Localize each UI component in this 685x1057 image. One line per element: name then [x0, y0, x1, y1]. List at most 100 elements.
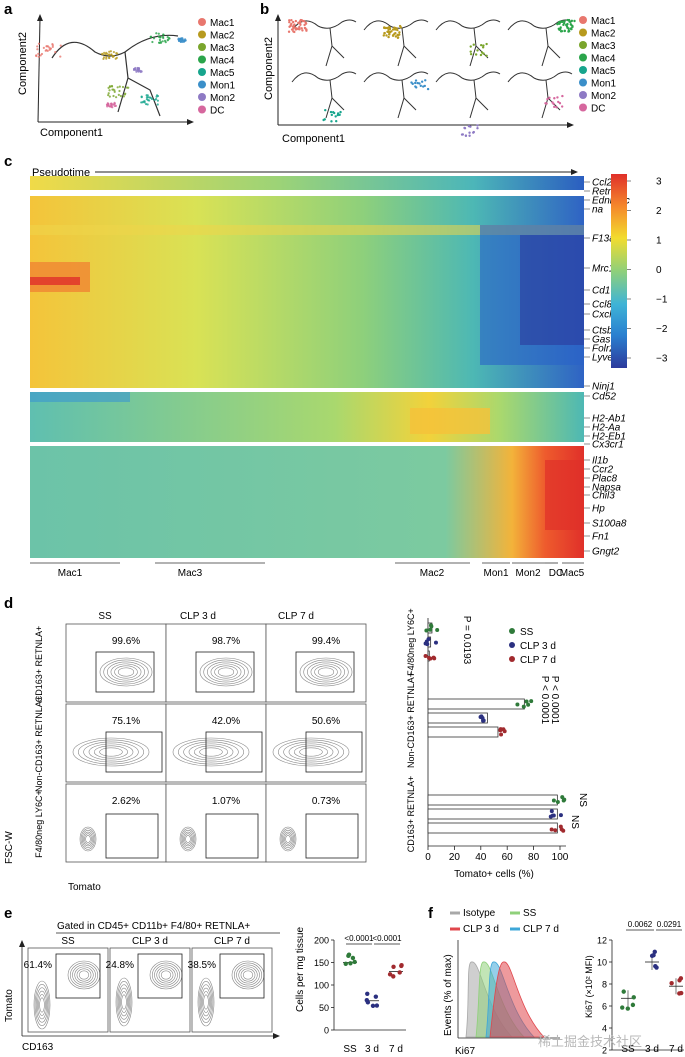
flow-plot-frame	[191, 947, 273, 1033]
cell-point	[336, 113, 340, 117]
flow-plot-frame	[265, 623, 367, 703]
cell-point	[105, 57, 108, 60]
cell-point	[288, 20, 291, 24]
contour-line	[117, 984, 131, 1020]
cell-point	[107, 93, 110, 97]
bar-dot	[553, 828, 558, 833]
contour-line	[93, 745, 129, 759]
contour-line	[293, 745, 329, 759]
cell-point	[294, 28, 298, 31]
cell-point	[51, 45, 54, 49]
flow-plot-frame	[265, 783, 367, 863]
contour-line	[242, 970, 254, 980]
cluster-label: Mac1	[58, 568, 83, 579]
panel-d-col-headers: SS CLP 3 d CLP 7 d	[98, 611, 314, 622]
trajectory-branch	[329, 79, 345, 111]
cell-point	[548, 96, 551, 99]
cell-point	[469, 50, 472, 53]
e-plot-x-label: SS	[343, 1044, 357, 1055]
colorbar-tick-label: −1	[656, 295, 668, 306]
trajectory-branch	[117, 77, 129, 113]
cell-point	[472, 131, 475, 134]
legend-label: Mon2	[210, 93, 235, 104]
gate-percent: 50.6%	[312, 716, 340, 727]
contour-line	[158, 968, 174, 982]
data-dot	[365, 1000, 371, 1005]
bar-dot	[428, 656, 433, 661]
cell-point	[563, 29, 566, 33]
cell-point	[414, 79, 418, 82]
cell-point	[560, 29, 564, 33]
cell-point	[155, 32, 158, 35]
cell-point	[387, 26, 391, 29]
cell-point	[469, 52, 473, 56]
column-header: CLP 3 d	[180, 611, 216, 622]
cell-point	[561, 20, 564, 24]
cell-point	[117, 93, 120, 96]
contour-line	[151, 962, 181, 988]
data-dot	[373, 994, 379, 999]
contour-line	[84, 833, 92, 845]
e-plot-y-tick-label: 50	[319, 1003, 329, 1013]
trajectory-small-multiple	[287, 18, 357, 67]
data-dot	[370, 1003, 376, 1008]
gate-percent: 1.07%	[212, 796, 240, 807]
contour-line	[202, 991, 210, 1013]
cell-point	[108, 56, 111, 60]
e-plot-y-tick-label: 150	[314, 958, 329, 968]
legend-label: SS	[520, 627, 534, 638]
contour-line	[179, 826, 197, 852]
panel-d-yaxis: FSC-W	[4, 831, 15, 864]
cell-point	[421, 85, 425, 88]
gate-percent: 61.4%	[24, 960, 52, 971]
cell-point	[158, 36, 162, 39]
cell-point	[419, 84, 423, 88]
contour-line	[37, 990, 47, 1020]
cell-point	[59, 55, 62, 58]
cell-point	[124, 92, 127, 95]
data-dot	[374, 1003, 380, 1008]
cell-point	[303, 26, 307, 30]
bar-dot	[550, 813, 555, 818]
cell-point	[111, 88, 114, 91]
bar-dot	[555, 800, 560, 805]
e-yaxis-label: Tomato	[4, 989, 15, 1022]
contour-line	[285, 835, 291, 843]
gene-label: H2-Eb1	[592, 432, 626, 443]
cell-point	[118, 85, 121, 88]
legend-swatch	[198, 55, 206, 64]
gene-label: Ccl24	[592, 178, 618, 189]
cell-point	[476, 126, 479, 130]
cell-point	[159, 41, 163, 44]
legend-swatch	[509, 642, 515, 648]
contour-line	[79, 826, 97, 852]
data-dot	[348, 961, 353, 966]
panel-d: d SS CLP 3 d CLP 7 d 99.6% 98.7% 99.4% CD163+…	[4, 595, 588, 893]
bar-x-tick-label: 20	[449, 852, 461, 863]
f-plot-y-tick-label: 8	[602, 980, 607, 990]
cell-point	[414, 85, 417, 88]
column-header: SS	[61, 936, 75, 947]
cell-point	[563, 20, 566, 23]
cell-point	[426, 87, 430, 91]
cell-point	[116, 86, 119, 89]
cell-point	[382, 34, 385, 37]
contour-line	[106, 661, 146, 683]
p-value: <0.0001	[372, 934, 402, 943]
bar-dot	[424, 628, 429, 633]
bar-dot	[551, 798, 556, 803]
panel-e-label: e	[4, 905, 12, 922]
cell-point	[464, 134, 468, 138]
cell-point	[322, 118, 325, 122]
column-header: CLP 3 d	[132, 936, 168, 947]
cell-point	[298, 25, 301, 29]
bar-x-tick-label: 100	[552, 852, 569, 863]
cell-point	[302, 19, 306, 23]
contour-line	[80, 828, 96, 850]
cell-point	[166, 39, 169, 42]
cell-point	[110, 84, 114, 88]
cell-point	[146, 103, 149, 106]
data-dot	[652, 949, 657, 955]
